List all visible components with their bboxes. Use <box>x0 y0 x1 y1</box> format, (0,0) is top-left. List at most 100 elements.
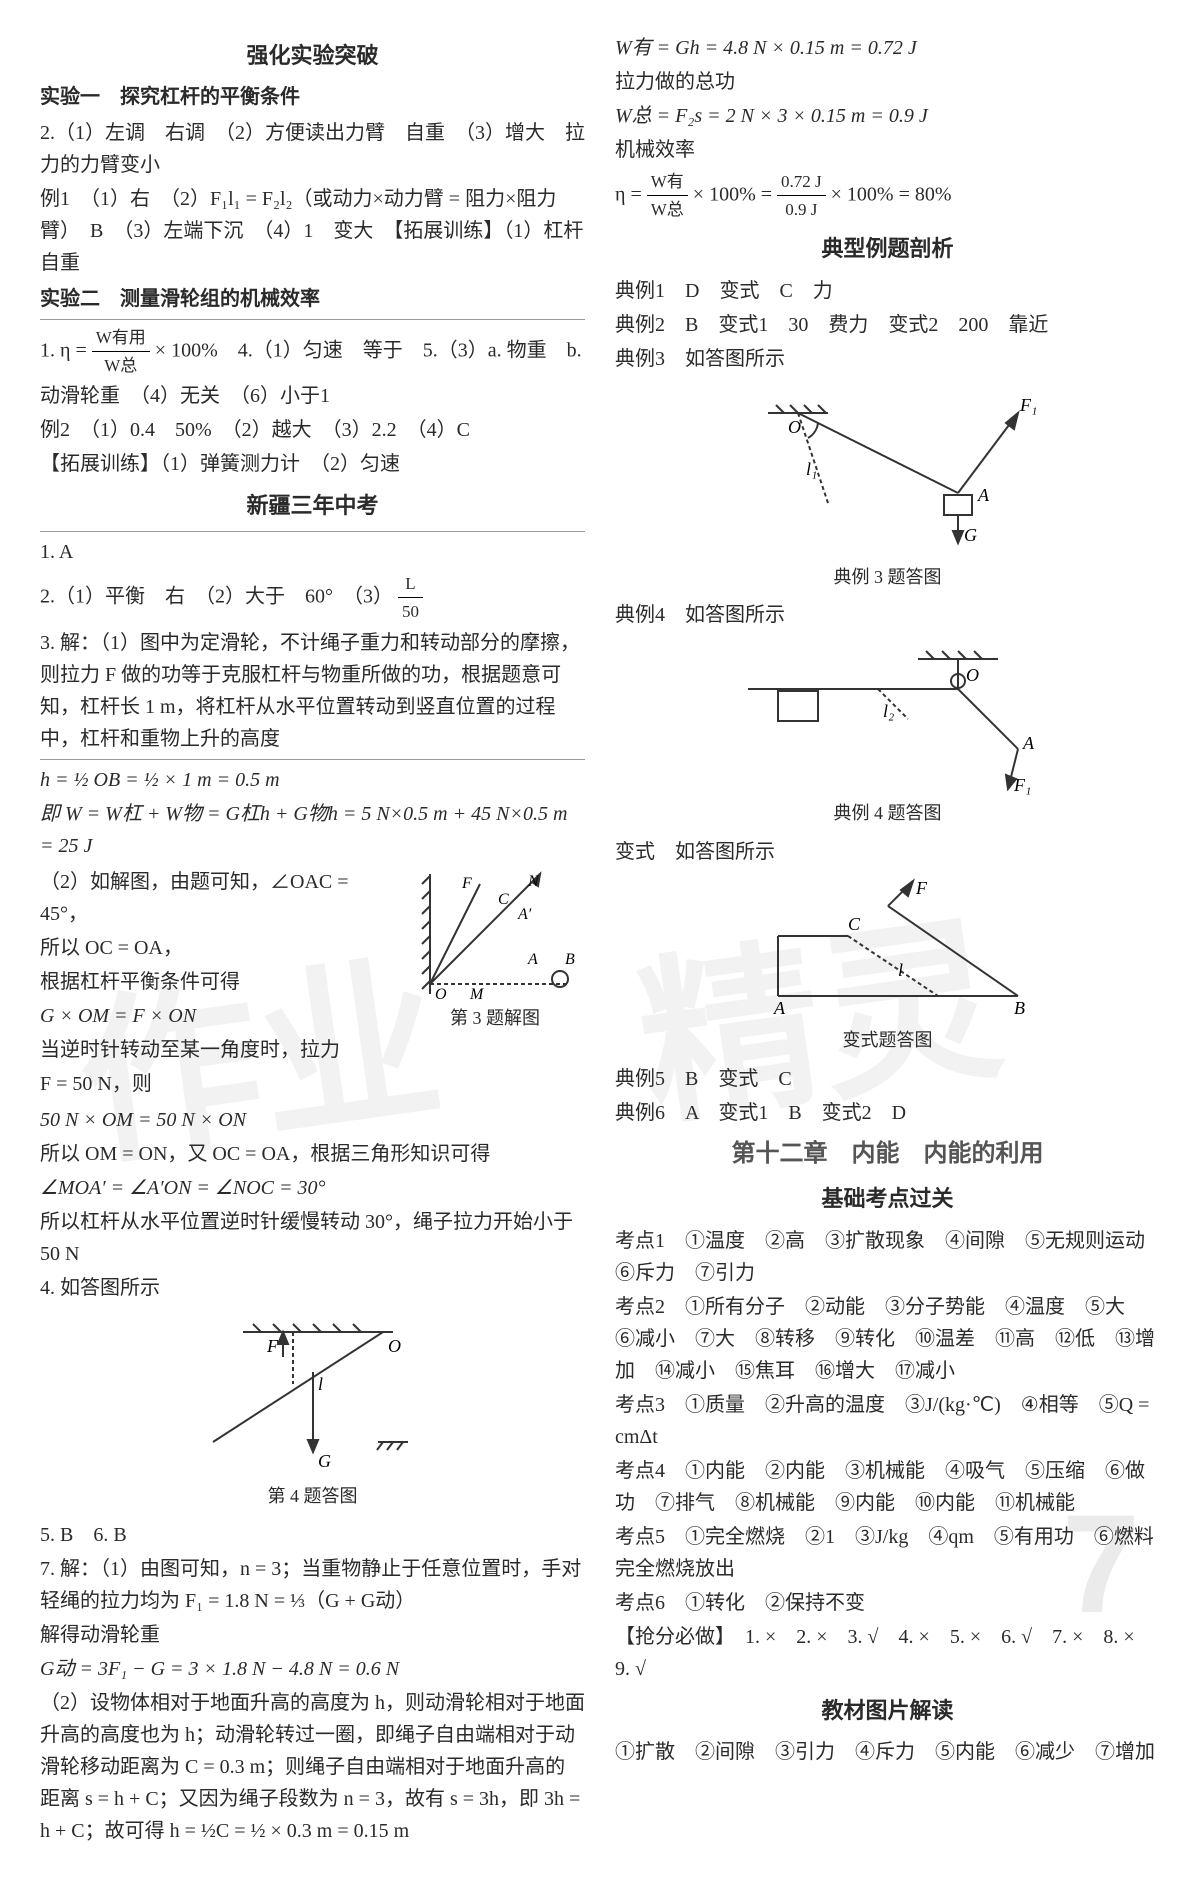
q5-6: 5. B 6. B <box>40 1519 585 1551</box>
d3-diagram: O F₁ A G l₁ 典例 3 题答图 <box>615 383 1160 592</box>
svg-text:F: F <box>266 1336 279 1356</box>
q3-p3: 所以 OC = OA， <box>40 932 395 964</box>
svg-text:N: N <box>527 873 540 890</box>
r-p1: W有 = Gh = 4.8 N × 0.15 m = 0.72 J <box>615 32 1160 64</box>
r-p2: 拉力做的总功 <box>615 66 1160 98</box>
q3-p7: F = 50 N，则 <box>40 1068 395 1100</box>
qfbz: 【抢分必做】 1. × 2. × 3. √ 4. × 5. × 6. √ 7. … <box>615 1621 1160 1685</box>
q7-p1: 7. 解：（1）由图可知，n = 3；当重物静止于任意位置时，手对轻绳的拉力均为… <box>40 1553 585 1617</box>
eta-frac1: W有 W总 <box>647 168 688 223</box>
tp: ①扩散 ②间隙 ③引力 ④斥力 ⑤内能 ⑥减少 ⑦增加 <box>615 1736 1160 1768</box>
exp1-title: 实验一 探究杠杆的平衡条件 <box>40 81 585 113</box>
eta-b: × 100% = <box>693 183 777 205</box>
q4-diagram-svg: F l O G <box>183 1312 443 1482</box>
q3-diagram-block: F N C A′ A B O M 第 3 题解图 <box>405 864 585 1102</box>
bs-caption: 变式题答图 <box>615 1026 1160 1055</box>
svg-text:A: A <box>1022 733 1035 753</box>
bs-diagram-svg: F C l A B <box>718 876 1058 1026</box>
d4-caption: 典例 4 题答图 <box>615 799 1160 828</box>
d3-diagram-svg: O F₁ A G l₁ <box>728 383 1048 563</box>
exp2-line1: 1. η = W有用 W总 × 100% 4.（1）匀速 等于 5.（3）a. … <box>40 324 585 411</box>
svg-text:l₂: l₂ <box>883 701 894 721</box>
svg-text:A: A <box>977 485 990 505</box>
d3-caption: 典例 3 题答图 <box>615 563 1160 592</box>
frac-den: W总 <box>92 352 150 379</box>
section-title-jckd: 基础考点过关 <box>615 1181 1160 1216</box>
exp2-line2: 例2 （1）0.4 50% （2）越大 （3）2.2 （4）C <box>40 414 585 446</box>
q3-p1: 3. 解：（1）图中为定滑轮，不计绳子重力和转动部分的摩擦，则拉力 F 做的功等… <box>40 627 585 755</box>
q3-p9: 所以 OM = ON，又 OC = OA，根据三角形知识可得 <box>40 1138 585 1170</box>
exp2-eta-lhs: 1. η = <box>40 339 92 361</box>
svg-text:F: F <box>461 875 472 892</box>
q3-p10: ∠MOA′ = ∠A′ON = ∠NOC = 30° <box>40 1172 585 1204</box>
frac-num: L <box>398 570 423 598</box>
q7-p2: 解得动滑轮重 <box>40 1619 585 1651</box>
svg-text:l: l <box>898 960 903 980</box>
right-column: W有 = Gh = 4.8 N × 0.15 m = 0.72 J 拉力做的总功… <box>615 30 1160 1849</box>
q3-h-eq: h = ½ OB = ½ × 1 m = 0.5 m <box>40 764 585 796</box>
bs: 变式 如答图所示 <box>615 836 1160 868</box>
svg-text:G: G <box>964 525 977 545</box>
kp6: 考点6 ①转化 ②保持不变 <box>615 1587 1160 1619</box>
exp1-line2: 例1 （1）右 （2）F₁l₁ = F₂l₂（或动力×动力臂 = 阻力×阻力臂）… <box>40 183 585 279</box>
frac-num: W有 <box>647 168 688 196</box>
svg-text:M: M <box>469 986 485 1003</box>
q7-p3: G动 = 3F₁ − G = 3 × 1.8 N − 4.8 N = 0.6 N <box>40 1653 585 1685</box>
section-title-exp: 强化实验突破 <box>40 38 585 73</box>
svg-text:O: O <box>388 1336 401 1356</box>
page-container: 强化实验突破 实验一 探究杠杆的平衡条件 2.（1）左调 右调 （2）方便读出力… <box>0 0 1200 1879</box>
frac-num: 0.72 J <box>777 168 826 196</box>
svg-text:l: l <box>318 1374 323 1394</box>
section-title-jctp: 教材图片解读 <box>615 1693 1160 1728</box>
r-p4: 机械效率 <box>615 134 1160 166</box>
kp2: 考点2 ①所有分子 ②动能 ③分子势能 ④温度 ⑤大 ⑥减小 ⑦大 ⑧转移 ⑨转… <box>615 1291 1160 1387</box>
kp1: 考点1 ①温度 ②高 ③扩散现象 ④间隙 ⑤无规则运动 ⑥斥力 ⑦引力 <box>615 1225 1160 1289</box>
q2: 2.（1）平衡 右 （2）大于 60° （3） L 50 <box>40 570 585 625</box>
d4-diagram-svg: O l₂ A F₁ <box>718 639 1058 799</box>
kp5: 考点5 ①完全燃烧 ②1 ③J/kg ④qm ⑤有用功 ⑥燃料完全燃烧放出 <box>615 1521 1160 1585</box>
d4: 典例4 如答图所示 <box>615 599 1160 631</box>
left-column: 强化实验突破 实验一 探究杠杆的平衡条件 2.（1）左调 右调 （2）方便读出力… <box>40 30 585 1849</box>
q3-p11: 所以杠杆从水平位置逆时针缓慢转动 30°，绳子拉力开始小于 50 N <box>40 1206 585 1270</box>
svg-text:C: C <box>498 891 509 908</box>
frac-num: W有用 <box>92 324 150 352</box>
divider-1 <box>40 319 585 320</box>
divider-3 <box>40 759 585 760</box>
q4-caption: 第 4 题答图 <box>40 1482 585 1511</box>
svg-text:C: C <box>848 914 861 934</box>
svg-text:O: O <box>966 665 979 685</box>
q3-p4: 根据杠杆平衡条件可得 <box>40 966 395 998</box>
q1: 1. A <box>40 536 585 568</box>
d5: 典例5 B 变式 C <box>615 1063 1160 1095</box>
q3-p6: 当逆时针转动至某一角度时，拉力 <box>40 1034 395 1066</box>
svg-text:F: F <box>915 878 928 898</box>
q3-diagram-svg: F N C A′ A B O M <box>410 864 580 1004</box>
svg-text:A: A <box>527 951 538 968</box>
q3-w-eq: 即 W = W杠 + W物 = G杠h + G物h = 5 N×0.5 m + … <box>40 798 585 862</box>
chapter-title: 第十二章 内能 内能的利用 <box>615 1135 1160 1173</box>
svg-text:l₁: l₁ <box>806 459 817 479</box>
divider-2 <box>40 531 585 532</box>
q2-fraction: L 50 <box>398 570 423 625</box>
exp1-line1: 2.（1）左调 右调 （2）方便读出力臂 自重 （3）增大 拉力的力臂变小 <box>40 117 585 181</box>
d4-diagram: O l₂ A F₁ 典例 4 题答图 <box>615 639 1160 828</box>
q3-text-block: （2）如解图，由题可知，∠OAC = 45°， 所以 OC = OA， 根据杠杆… <box>40 864 395 1102</box>
exp2-fraction: W有用 W总 <box>92 324 150 379</box>
d3: 典例3 如答图所示 <box>615 343 1160 375</box>
r-p3: W总 = F₂s = 2 N × 3 × 0.15 m = 0.9 J <box>615 100 1160 132</box>
q3-p2: （2）如解图，由题可知，∠OAC = 45°， <box>40 866 395 930</box>
d2: 典例2 B 变式1 30 费力 变式2 200 靠近 <box>615 309 1160 341</box>
eta-frac2: 0.72 J 0.9 J <box>777 168 826 223</box>
q2-text: 2.（1）平衡 右 （2）大于 60° （3） <box>40 585 393 607</box>
svg-text:F₁: F₁ <box>1019 395 1037 415</box>
kp3: 考点3 ①质量 ②升高的温度 ③J/(kg·℃) ④相等 ⑤Q = cmΔt <box>615 1389 1160 1453</box>
svg-text:O: O <box>435 986 447 1003</box>
r-eta: η = W有 W总 × 100% = 0.72 J 0.9 J × 100% =… <box>615 168 1160 223</box>
svg-text:B: B <box>1014 998 1025 1018</box>
q3-p8: 50 N × OM = 50 N × ON <box>40 1104 585 1136</box>
bs-diagram: F C l A B 变式题答图 <box>615 876 1160 1055</box>
q4-diagram: F l O G 第 4 题答图 <box>40 1312 585 1511</box>
svg-text:B: B <box>565 951 575 968</box>
svg-text:G: G <box>318 1451 331 1471</box>
q4: 4. 如答图所示 <box>40 1272 585 1304</box>
